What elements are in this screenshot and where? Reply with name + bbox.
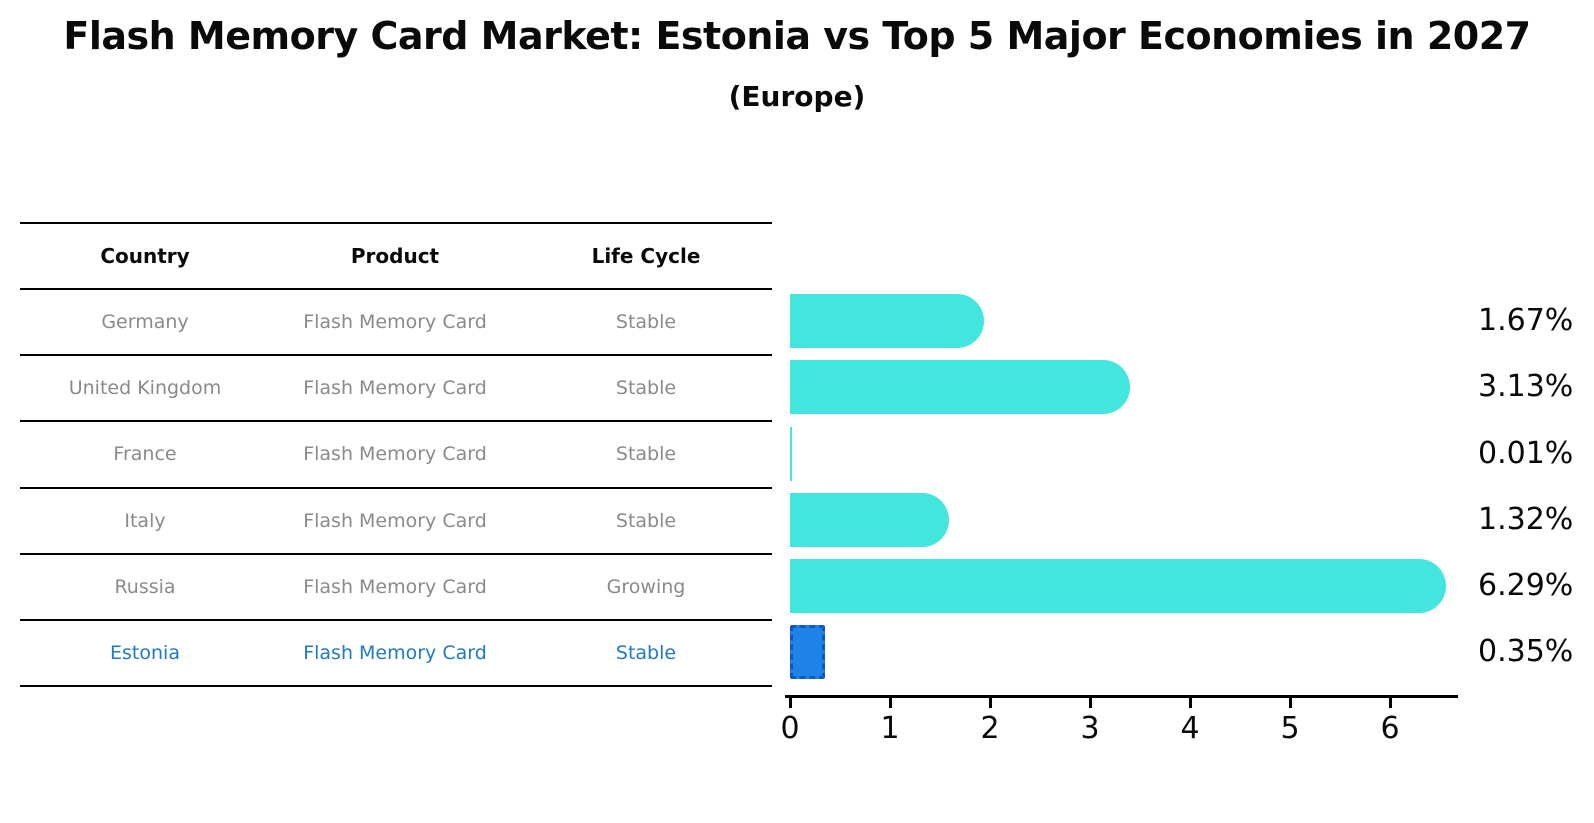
value-label-united-kingdom: 3.13% [1478,369,1574,405]
table-row-france: France Flash Memory Card Stable [20,422,772,489]
bar-united-kingdom [790,360,1130,415]
x-tick-label-4: 4 [1180,711,1200,746]
x-tick-mark-0 [789,698,792,708]
cell-country: France [113,443,177,466]
x-tick-label-1: 1 [880,711,900,746]
cell-product: Flash Memory Card [303,311,487,334]
x-tick-label-6: 6 [1380,711,1400,746]
data-table: Country Product Life Cycle Germany Flash … [20,222,772,688]
x-tick-mark-2 [989,698,992,708]
table-row-italy: Italy Flash Memory Card Stable [20,489,772,555]
cell-product: Flash Memory Card [303,509,487,532]
table-body: Germany Flash Memory Card Stable United Kin… [20,290,772,688]
value-label-russia: 6.29% [1478,567,1574,603]
cell-life-cycle: Stable [615,311,677,334]
cell-product: Flash Memory Card [303,642,487,665]
bar-germany [790,294,984,349]
x-tick-label-3: 3 [1080,711,1100,746]
value-label-france: 0.01% [1478,435,1574,471]
cell-product: Flash Memory Card [303,575,487,598]
chart-title: Flash Memory Card Market: Estonia vs Top… [63,14,1531,58]
value-label-estonia: 0.35% [1478,634,1574,670]
table-row-united-kingdom: United Kingdom Flash Memory Card Stable [20,356,772,423]
cell-life-cycle: Stable [615,377,677,400]
x-tick-mark-3 [1089,698,1092,708]
bar-russia [790,558,1446,613]
x-tick-mark-5 [1289,698,1292,708]
chart-subtitle: (Europe) [728,80,866,113]
cell-life-cycle: Stable [615,509,677,532]
table-row-russia: Russia Flash Memory Card Growing [20,555,772,621]
value-label-germany: 1.67% [1478,303,1574,339]
column-header-product: Product [350,244,440,268]
x-tick-mark-1 [889,698,892,708]
cell-life-cycle: Growing [606,575,686,598]
cell-life-cycle: Stable [615,642,677,665]
cell-country: Italy [124,509,166,532]
table-row-germany: Germany Flash Memory Card Stable [20,290,772,357]
cell-country: United Kingdom [68,377,222,400]
cell-country: Germany [101,311,189,334]
cell-country: Russia [114,575,176,598]
x-tick-label-0: 0 [780,711,800,746]
x-tick-mark-4 [1189,698,1192,708]
table-row-estonia: Estonia Flash Memory Card Stable [20,621,772,688]
x-axis-line [785,695,1458,698]
cell-country: Estonia [110,642,180,665]
cell-product: Flash Memory Card [303,377,487,400]
value-label-italy: 1.32% [1478,501,1574,537]
x-tick-mark-6 [1389,698,1392,708]
bar-italy [790,492,949,547]
bar-france [790,426,792,481]
cell-product: Flash Memory Card [303,443,487,466]
cell-life-cycle: Stable [615,443,677,466]
x-tick-label-5: 5 [1280,711,1300,746]
column-header-country: Country [100,244,190,268]
column-header-life-cycle: Life Cycle [591,244,701,268]
x-tick-label-2: 2 [980,711,1000,746]
bar-estonia [790,625,825,680]
table-header-row: Country Product Life Cycle [20,224,772,290]
